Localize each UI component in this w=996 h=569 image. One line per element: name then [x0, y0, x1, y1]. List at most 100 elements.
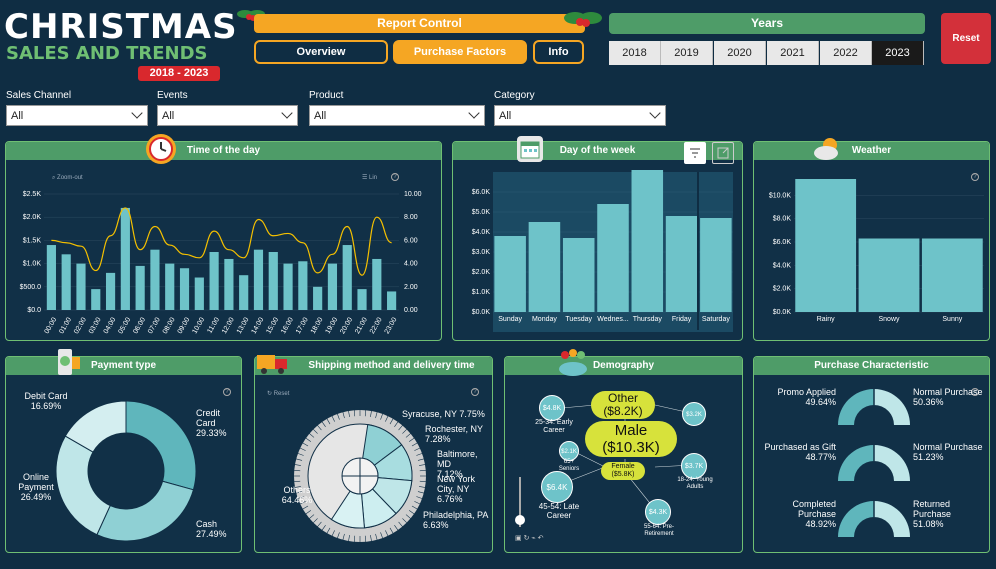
label-name: New York City, NY — [437, 474, 487, 494]
calendar-icon — [517, 136, 543, 162]
y-tick-label: $2.0K — [23, 214, 42, 221]
age-bubble[interactable]: $3.7K — [681, 453, 707, 479]
age-bubble[interactable]: $6.4K — [541, 471, 573, 503]
undo-icon[interactable]: ↶ — [538, 535, 544, 542]
category-dropdown[interactable]: All — [494, 105, 666, 126]
filter-label-product: Product — [309, 90, 343, 101]
y-tick-label: $6.0K — [472, 189, 491, 196]
year-2023-button[interactable]: 2023 — [872, 41, 924, 65]
bar — [254, 250, 263, 310]
delivery-truck-icon — [255, 347, 291, 377]
gender-bubble-male[interactable]: Male ($10.3K) — [585, 421, 677, 457]
y2-tick-label: 4.00 — [404, 261, 418, 268]
label-pct: 7.28% — [425, 434, 485, 444]
y-tick-label: $4.0K — [472, 229, 491, 236]
filter-label-category: Category — [494, 90, 535, 101]
bar — [343, 245, 352, 310]
dropdown-value: All — [11, 110, 23, 122]
zoom-label: Zoom-out — [57, 175, 83, 181]
y-tick-label: $2.0K — [472, 269, 491, 276]
x-tick-label: Friday — [672, 316, 692, 323]
rochester-label: Rochester, NY 7.28% — [425, 424, 485, 444]
others-label: Others 64.46% — [279, 485, 315, 505]
bar — [165, 264, 174, 310]
age-bubble[interactable]: $3.2K — [682, 402, 706, 426]
label-name: Others — [279, 485, 315, 495]
year-2021-button[interactable]: 2021 — [767, 41, 819, 65]
bar — [210, 252, 219, 310]
gauge-right-arc — [874, 445, 910, 481]
y-tick-label: $0.0K — [472, 309, 491, 316]
sales-channel-dropdown[interactable]: All — [6, 105, 148, 126]
zoom-slider-handle[interactable] — [515, 515, 525, 525]
reset-button[interactable]: Reset — [941, 13, 991, 64]
chart-controls[interactable]: ▣ ↻ ⌁ ↶ — [515, 534, 543, 544]
philadelphia-label: Philadelphia, PA 6.63% — [423, 510, 489, 530]
year-2019-button[interactable]: 2019 — [661, 41, 713, 65]
year-2020-button[interactable]: 2020 — [714, 41, 766, 65]
help-icon[interactable]: ? — [391, 173, 399, 181]
x-tick-label: Sunny — [942, 316, 962, 323]
y2-tick-label: 6.00 — [404, 237, 418, 244]
bubble-name: Male — [585, 422, 677, 439]
label-name: Normal Purchase — [913, 387, 987, 397]
y2-tick-label: 8.00 — [404, 214, 418, 221]
focus-mode-icon[interactable] — [712, 142, 734, 164]
dropdown-value: All — [499, 110, 511, 122]
label-pct: 48.77% — [760, 452, 836, 462]
x-tick-label: 02:00 — [73, 316, 88, 335]
panel-title: Payment type — [6, 357, 241, 375]
bar — [298, 261, 307, 310]
label-name: Completed Purchase — [760, 499, 836, 519]
x-tick-label: 20:00 — [339, 316, 354, 335]
refresh-icon[interactable]: ↻ — [524, 535, 530, 542]
age-bubble[interactable]: $4.3K — [645, 499, 671, 525]
clock-icon — [146, 134, 176, 164]
y-tick-label: $500.0 — [20, 284, 42, 291]
panel-title: Time of the day — [6, 142, 441, 160]
age-bubble[interactable]: $2.1K — [559, 441, 579, 461]
bar — [529, 222, 561, 312]
x-tick-label: 07:00 — [147, 316, 162, 335]
day-of-week-chart: $0.0K$1.0K$2.0K$3.0K$4.0K$5.0K$6.0KSunda… — [453, 164, 744, 340]
nav-purchase-factors-button[interactable]: Purchase Factors — [393, 40, 527, 64]
age-bubble[interactable]: $4.8K — [539, 395, 565, 421]
label-name: Purchased as Gift — [760, 442, 836, 452]
label-pct: 51.08% — [913, 519, 987, 529]
x-tick-label: 04:00 — [103, 316, 118, 335]
label-name: Debit Card — [24, 391, 68, 401]
x-tick-label: 12:00 — [221, 316, 236, 335]
y-tick-label: $1.0K — [472, 289, 491, 296]
events-dropdown[interactable]: All — [157, 105, 298, 126]
nav-info-button[interactable]: Info — [533, 40, 584, 64]
product-dropdown[interactable]: All — [309, 105, 485, 126]
gauge-right-label: Returned Purchase 51.08% — [913, 499, 987, 529]
link-icon[interactable]: ⌁ — [531, 535, 535, 542]
nav-overview-button[interactable]: Overview — [254, 40, 388, 64]
y-tick-label: $4.0K — [773, 262, 792, 269]
label-pct: 16.69% — [24, 401, 68, 411]
scale-label: Lin — [369, 175, 377, 181]
label-pct: 27.49% — [196, 529, 240, 539]
age-label: 18-24: Young Adults — [669, 477, 721, 491]
label-pct: 6.63% — [423, 520, 489, 530]
filter-label-sales-channel: Sales Channel — [6, 90, 71, 101]
dropdown-value: All — [162, 110, 174, 122]
purchase-characteristic-panel: Purchase Characteristic ? Promo Applied 4… — [753, 356, 990, 553]
bar — [494, 236, 526, 312]
years-title: Years — [609, 13, 925, 34]
filter-label-events: Events — [157, 90, 188, 101]
year-2018-button[interactable]: 2018 — [609, 41, 661, 65]
bar — [563, 238, 595, 312]
y2-tick-label: 2.00 — [404, 284, 418, 291]
gauge-left-label: Purchased as Gift 48.77% — [760, 442, 836, 462]
donut-slice — [126, 401, 196, 490]
y-tick-label: $0.0 — [27, 307, 41, 314]
camera-icon[interactable]: ▣ — [515, 535, 522, 542]
filter-icon[interactable] — [684, 142, 706, 164]
year-2022-button[interactable]: 2022 — [820, 41, 872, 65]
gender-bubble-female[interactable]: Female ($5.8K) — [601, 462, 645, 480]
bar — [269, 252, 278, 310]
payment-type-panel: Payment type ? Debit Card 16.69% Credit C… — [5, 356, 242, 553]
gender-bubble-other[interactable]: Other ($8.2K) — [591, 391, 655, 419]
